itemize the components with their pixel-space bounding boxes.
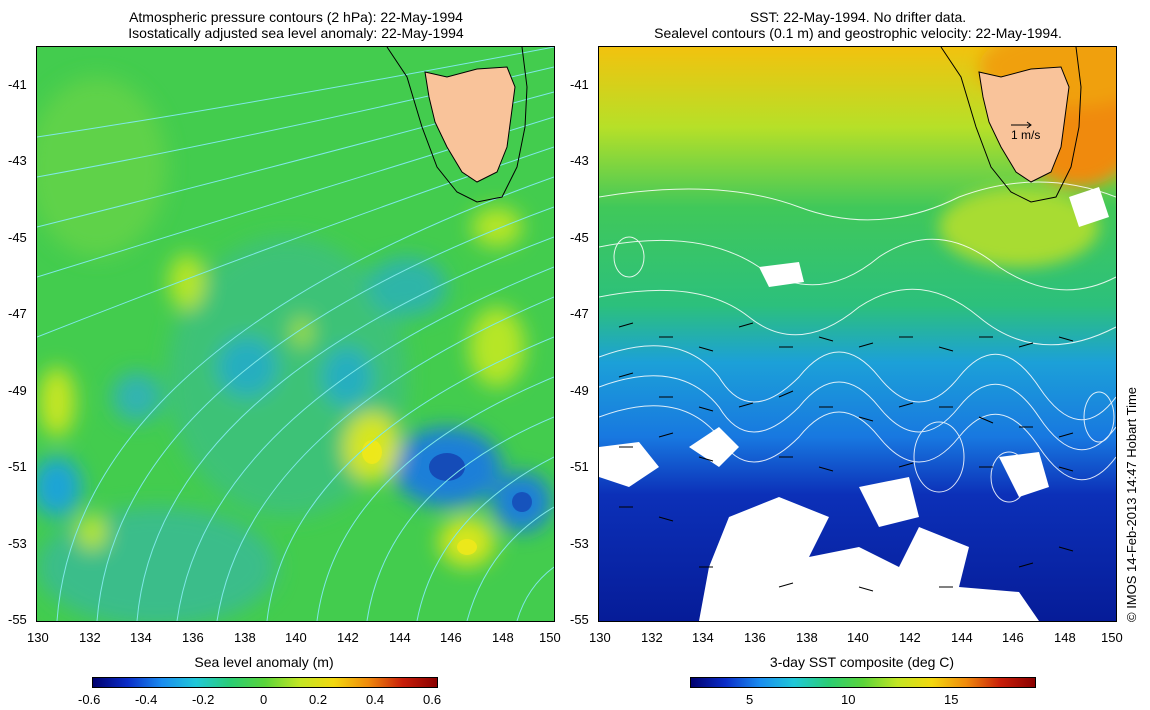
left-y-tick: -53 [8,536,27,551]
right-x-tick: 138 [796,630,818,645]
right-colorbar-tick: 10 [841,692,856,707]
imos-credit: © IMOS 14-Feb-2013 14:47 Hobart Time [1124,386,1139,622]
right-y-tick: -41 [570,77,589,92]
left-x-tick: 144 [389,630,411,645]
left-title-line2: Isostatically adjusted sea level anomaly… [128,25,464,41]
left-y-tick: -47 [8,306,27,321]
right-x-tick: 146 [1002,630,1024,645]
left-x-tick: 142 [337,630,359,645]
left-colorbar [92,677,438,688]
velocity-scale-label: 1 m/s [1011,128,1040,142]
right-y-tick: -47 [570,306,589,321]
right-y-tick: -43 [570,153,589,168]
left-title-line1: Atmospheric pressure contours (2 hPa): 2… [129,9,463,25]
left-colorbar-label: Sea level anomaly (m) [194,654,334,670]
right-colorbar-tick: 15 [944,692,959,707]
velocity-scale-arrow [1011,121,1032,129]
right-x-tick: 140 [847,630,869,645]
right-x-tick: 148 [1054,630,1076,645]
right-x-tick: 134 [692,630,714,645]
sea-level-contours [599,181,1116,503]
right-x-tick: 144 [951,630,973,645]
shelf-contour [386,47,528,203]
right-y-tick: -53 [570,536,589,551]
right-colorbar [690,677,1036,688]
left-colorbar-tick: -0.6 [78,692,101,707]
right-y-tick: -45 [570,230,589,245]
right-x-tick: 142 [899,630,921,645]
left-x-tick: 150 [539,630,561,645]
left-y-tick: -45 [8,230,27,245]
left-y-tick: -43 [8,153,27,168]
right-x-tick: 136 [744,630,766,645]
tasmania-landmass [424,66,516,183]
left-x-tick: 134 [130,630,152,645]
left-colorbar-tick: -0.2 [192,692,215,707]
right-y-tick: -49 [570,383,589,398]
left-y-tick: -49 [8,383,27,398]
right-x-tick: 150 [1101,630,1123,645]
right-title-line1: SST: 22-May-1994. No drifter data. [749,9,967,25]
left-colorbar-tick: 0.2 [309,692,328,707]
left-colorbar-tick: 0 [260,692,268,707]
left-x-tick: 130 [27,630,49,645]
right-title-line2: Sealevel contours (0.1 m) and geostrophi… [654,25,1062,41]
left-colorbar-tick: 0.6 [423,692,442,707]
cloud-gaps [599,187,1109,621]
left-colorbar-tick: 0.4 [366,692,385,707]
right-colorbar-tick: 5 [746,692,754,707]
right-y-tick: -55 [570,612,589,627]
right-x-tick: 132 [641,630,663,645]
right-map-sst: 1 m/s [598,46,1117,622]
left-y-tick: -51 [8,459,27,474]
left-x-tick: 136 [182,630,204,645]
shelf-contour [940,47,1082,203]
geostrophic-velocity-arrows [618,322,1074,592]
left-y-tick: -55 [8,612,27,627]
left-y-tick: -41 [8,77,27,92]
left-x-tick: 146 [440,630,462,645]
right-x-tick: 130 [589,630,611,645]
left-colorbar-tick: -0.4 [135,692,158,707]
right-colorbar-label: 3-day SST composite (deg C) [769,654,955,670]
left-x-tick: 138 [234,630,256,645]
left-x-tick: 140 [285,630,307,645]
right-y-tick: -51 [570,459,589,474]
left-x-tick: 132 [79,630,101,645]
left-map-sea-level-anomaly [36,46,555,622]
left-x-tick: 148 [492,630,514,645]
